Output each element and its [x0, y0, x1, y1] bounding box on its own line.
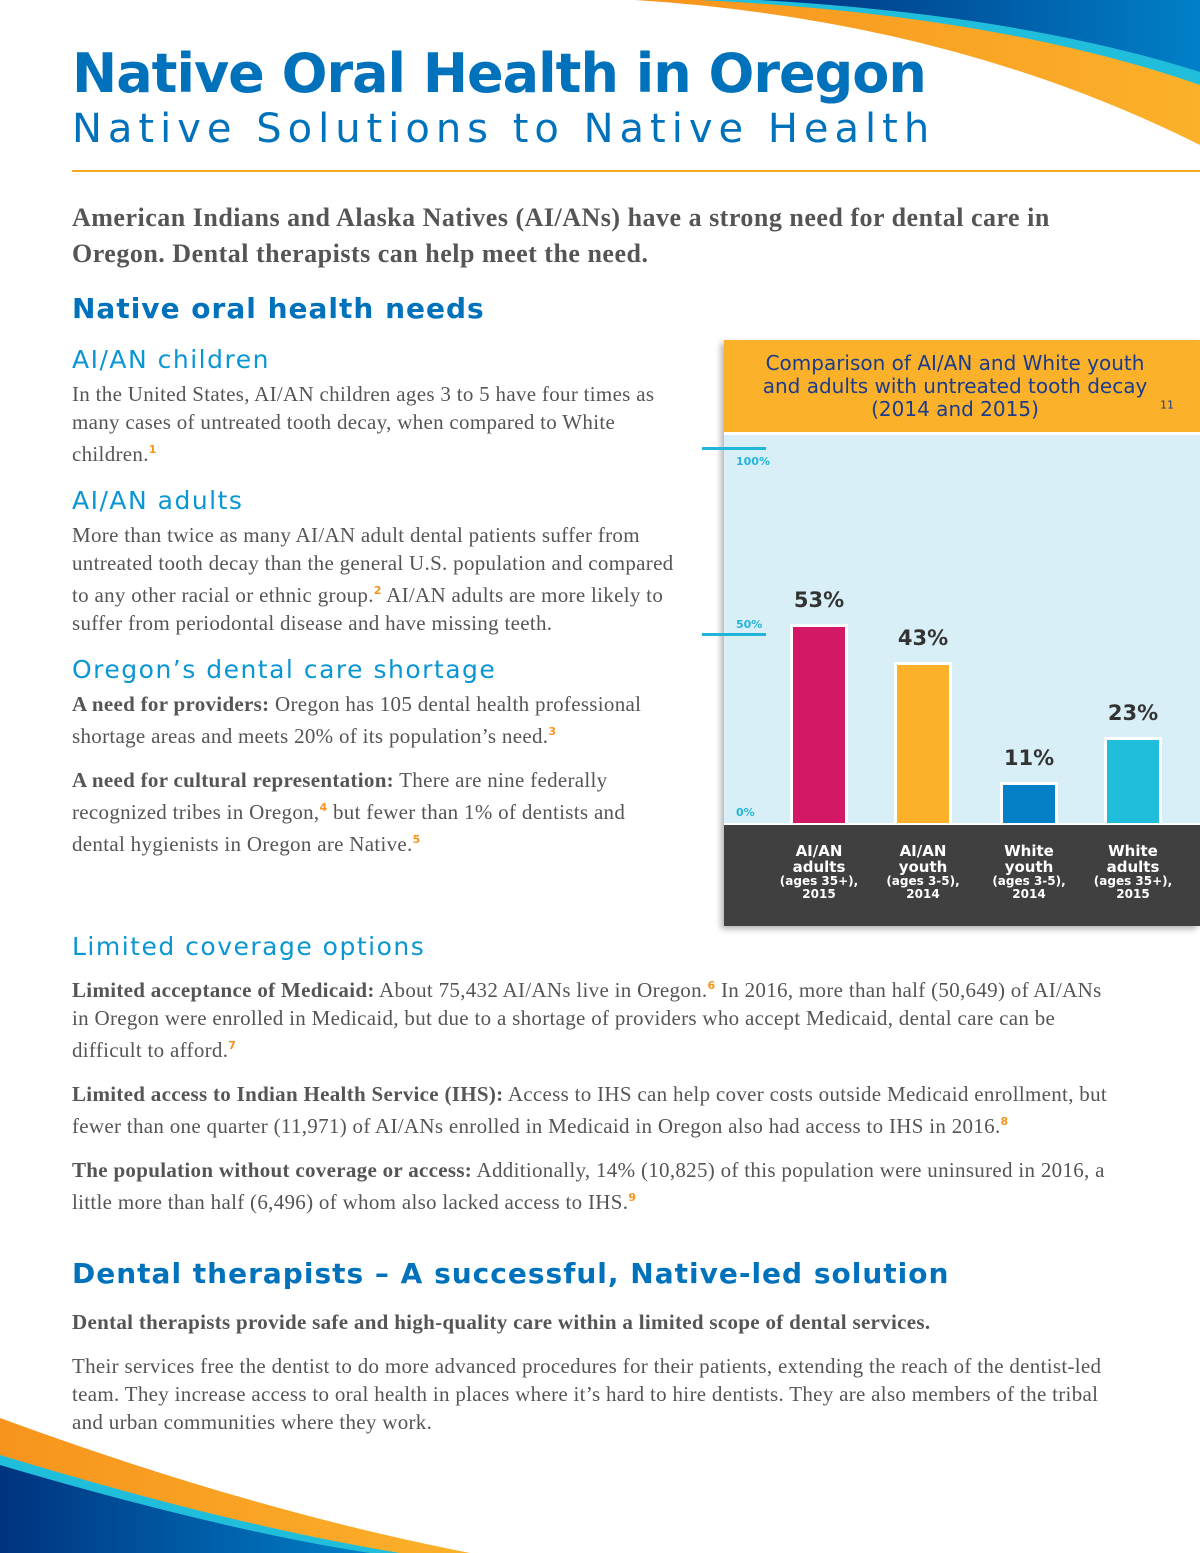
y-tick-100: 100% [736, 455, 770, 468]
subheading-children: AI/AN children [72, 345, 270, 374]
text: Additionally, 14% (10,825) of this popul… [72, 1158, 1105, 1214]
text: but fewer than 1% of dentists and dental… [72, 800, 626, 856]
text: More than twice as many AI/AN adult dent… [72, 523, 674, 607]
text: There are nine federally recognized trib… [72, 768, 608, 824]
section-heading-coverage: Limited coverage options [72, 932, 426, 961]
coverage-text: Limited acceptance of Medicaid: About 75… [72, 972, 1122, 1216]
footnote-ref: 2 [373, 584, 382, 597]
lead: The population without coverage or acces… [72, 1158, 473, 1182]
data-label: 53% [793, 588, 845, 613]
data-label: 11% [1003, 745, 1055, 770]
text: In 2016, more than half (50,649) of AI/A… [72, 978, 1102, 1062]
footnote-ref: 7 [228, 1039, 237, 1052]
x-axis: AI/AN adults (ages 35+), 2015 AI/AN youth (age… [724, 825, 1200, 926]
page-subtitle: Native Solutions to Native Health [72, 106, 936, 152]
therapists-text: Dental therapists provide safe and high-… [72, 1308, 1122, 1436]
chart-title-text: Comparison of AI/AN and White youth and … [762, 351, 1148, 421]
ihs-text: Limited access to Indian Health Service … [72, 1080, 1122, 1140]
bar [1104, 736, 1162, 823]
tick-line-50 [702, 633, 766, 636]
text: Access to IHS can help cover costs outsi… [72, 1082, 1108, 1138]
therapists-body: Their services free the dentist to do mo… [72, 1354, 1102, 1434]
representation-text: A need for cultural representation: Ther… [72, 766, 682, 858]
intro-text: American Indians and Alaska Natives (AI/… [72, 203, 1050, 268]
therapists-lead: Dental therapists provide safe and high-… [72, 1310, 931, 1334]
text: In the United States, AI/AN children age… [72, 382, 655, 466]
adults-text: More than twice as many AI/AN adult dent… [72, 521, 682, 637]
subheading-shortage: Oregon’s dental care shortage [72, 655, 497, 684]
y-tick-50: 50% [736, 618, 763, 631]
footnote-ref: 6 [707, 979, 716, 992]
bar [790, 624, 848, 823]
subheading-adults: AI/AN adults [72, 486, 244, 515]
footnote-ref: 11 [1160, 398, 1174, 412]
x-tick-label: AI/AN adults (ages 35+), 2015 [779, 842, 859, 901]
section-heading-needs: Native oral health needs [72, 292, 485, 325]
page-title: Native Oral Health in Oregon [72, 42, 927, 105]
lead: A need for providers: [72, 692, 270, 716]
footnote-ref: 4 [319, 801, 328, 814]
bar [894, 661, 952, 823]
footnote-ref: 8 [1000, 1115, 1009, 1128]
x-tick-label: White adults (ages 35+), 2015 [1093, 842, 1173, 901]
bar [1000, 781, 1058, 823]
children-text: In the United States, AI/AN children age… [72, 380, 682, 468]
data-label: 43% [897, 625, 949, 650]
y-tick-0: 0% [736, 806, 755, 819]
chart-title: Comparison of AI/AN and White youth and … [724, 340, 1200, 432]
x-tick-label: AI/AN youth (ages 3-5), 2014 [886, 842, 960, 901]
tick-line-100 [702, 447, 766, 450]
needs-column: AI/AN children In the United States, AI/… [72, 345, 682, 858]
bar-chart: Comparison of AI/AN and White youth and … [724, 340, 1200, 926]
uninsured-text: The population without coverage or acces… [72, 1156, 1122, 1216]
lead: Limited access to Indian Health Service … [72, 1082, 504, 1106]
x-tick-label: White youth (ages 3-5), 2014 [992, 842, 1066, 901]
footnote-ref: 3 [548, 725, 557, 738]
providers-text: A need for providers: Oregon has 105 den… [72, 690, 682, 750]
footnote-ref: 5 [412, 833, 421, 846]
medicaid-text: Limited acceptance of Medicaid: About 75… [72, 972, 1122, 1064]
lead: A need for cultural representation: [72, 768, 394, 792]
footnote-ref: 1 [148, 443, 157, 456]
divider [72, 170, 1200, 172]
text: AI/AN adults are more likely to suffer f… [72, 583, 664, 635]
footnote-ref: 9 [628, 1191, 637, 1204]
plot-area: 100% 50% 0% 53% 43% 11% 23% [724, 435, 1200, 823]
section-heading-therapists: Dental therapists – A successful, Native… [72, 1257, 950, 1290]
text: Oregon has 105 dental health professiona… [72, 692, 642, 748]
data-label: 23% [1107, 700, 1159, 725]
text: About 75,432 AI/ANs live in Oregon. [374, 978, 708, 1002]
lead: Limited acceptance of Medicaid: [72, 978, 375, 1002]
